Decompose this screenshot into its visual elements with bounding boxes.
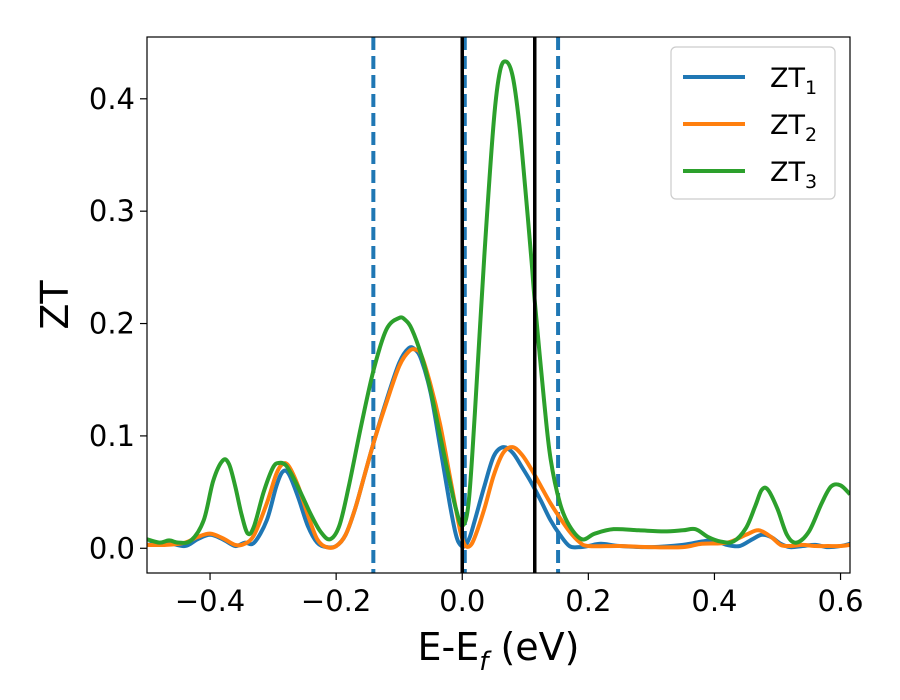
y-axis-ticks: 0.0 0.1 0.2 0.3 0.4 — [89, 82, 147, 565]
x-tick-label: 0.6 — [817, 584, 863, 618]
x-tick-label: −0.2 — [301, 584, 371, 618]
legend-label-2: ZT2 — [770, 110, 817, 146]
x-tick-label: 0.4 — [691, 584, 737, 618]
x-tick-label: 0.0 — [439, 584, 485, 618]
series-line-3 — [147, 59, 850, 545]
y-tick-label: 0.0 — [89, 531, 135, 565]
y-axis-label: ZT — [33, 280, 77, 330]
x-tick-label: 0.2 — [565, 584, 611, 618]
series-layer — [147, 59, 850, 550]
legend: ZT1 ZT2 ZT3 — [670, 46, 836, 200]
reference-lines — [371, 37, 561, 573]
x-tick-label: −0.4 — [175, 584, 245, 618]
x-axis-ticks: −0.4 −0.2 0.0 0.2 0.4 0.6 — [175, 573, 864, 618]
y-tick-label: 0.4 — [89, 82, 135, 116]
y-tick-label: 0.1 — [89, 419, 135, 453]
legend-box — [670, 46, 836, 200]
x-axis-label-main: E-E — [418, 625, 480, 669]
plot-frame — [146, 36, 851, 574]
legend-label-1: ZT1 — [770, 63, 817, 99]
legend-label-3: ZT3 — [770, 157, 817, 193]
y-tick-label: 0.2 — [89, 307, 135, 341]
x-axis-label-suffix: (eV) — [488, 625, 579, 669]
series-line-1 — [147, 345, 850, 550]
x-axis-label: E-Ef (eV) — [418, 625, 580, 677]
y-tick-label: 0.3 — [89, 194, 135, 228]
